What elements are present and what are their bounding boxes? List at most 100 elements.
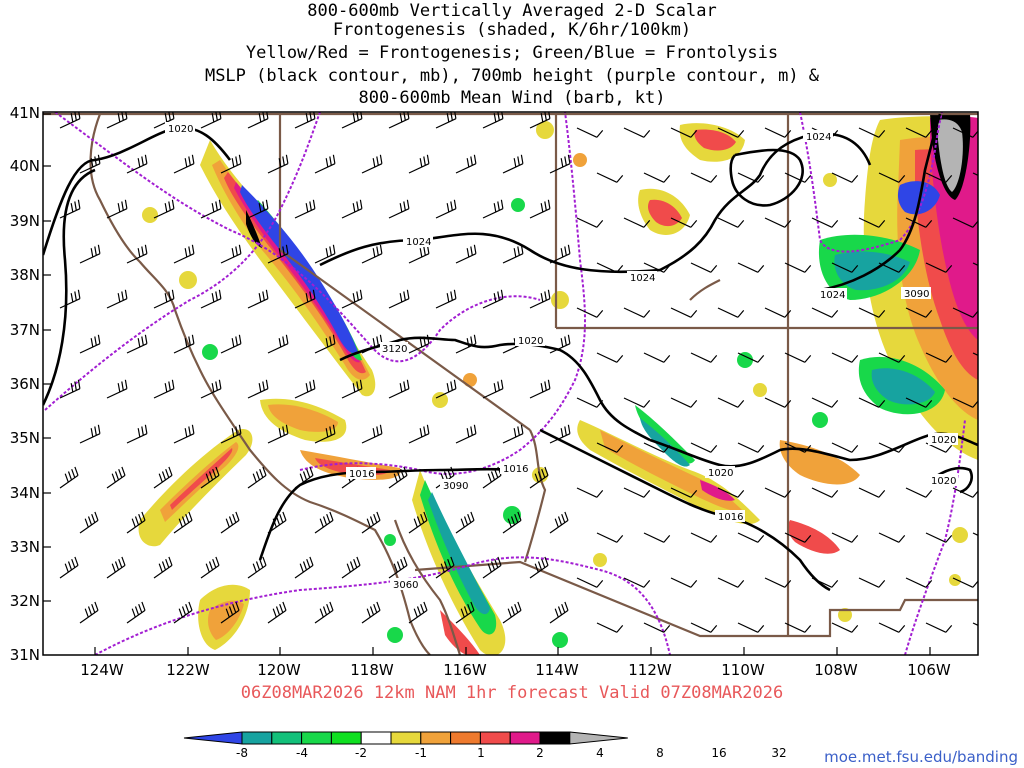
wind-barb — [576, 397, 604, 408]
colorbar-segment — [301, 731, 332, 745]
wind-barb — [59, 466, 79, 489]
wind-barb — [314, 244, 336, 264]
fgen-cell — [142, 207, 158, 223]
wind-barb — [905, 577, 933, 588]
ca-coast — [89, 113, 431, 655]
wind-barb — [153, 556, 173, 579]
wind-barb — [643, 262, 671, 273]
wind-barb — [643, 442, 671, 453]
lat-label: 35N — [9, 429, 40, 447]
wind-barb — [294, 199, 316, 219]
wind-barb — [784, 352, 812, 363]
wind-barb — [905, 127, 933, 138]
wind-barb — [529, 112, 551, 129]
wind-barb — [925, 352, 953, 363]
wind-barb — [435, 289, 457, 309]
wind-barb — [294, 379, 316, 399]
wind-barb — [482, 466, 502, 489]
wind-barb — [455, 424, 477, 444]
title-line-3: Yellow/Red = Frontogenesis; Green/Blue =… — [245, 43, 779, 63]
wind-barb — [831, 352, 859, 363]
wind-barb — [79, 511, 99, 534]
wind-barb — [153, 289, 175, 309]
wind-barb — [623, 487, 651, 498]
title-line-1: 800-600mb Vertically Averaged 2-D Scalar — [307, 1, 717, 21]
mslp-label: 1020 — [708, 468, 733, 479]
wind-barb — [388, 112, 410, 129]
wind-barb — [388, 466, 408, 489]
wind-barb — [126, 601, 146, 624]
wind-barb — [388, 199, 410, 219]
wind-barb — [455, 511, 475, 534]
fgen-band-nm-red — [787, 520, 840, 554]
lat-label: 33N — [9, 538, 40, 556]
fgen-band-mojave-orange — [268, 404, 338, 432]
wind-barb — [173, 154, 195, 174]
colorbar-label: -4 — [296, 746, 308, 760]
wind-barb — [737, 442, 765, 453]
wind-barb — [106, 112, 128, 129]
colorbar-segment — [330, 731, 362, 745]
lat-label: 37N — [9, 321, 40, 339]
colorbar-label: 16 — [711, 746, 727, 760]
wind-barb — [784, 622, 812, 633]
wind-barb — [126, 424, 148, 444]
lat-label: 40N — [9, 157, 40, 175]
wind-barb — [126, 334, 148, 354]
wind-barb — [173, 424, 195, 444]
wind-barb — [435, 199, 457, 219]
wind-barb — [126, 244, 148, 264]
wind-barb — [764, 397, 792, 408]
colorbar-label: 32 — [771, 746, 787, 760]
wind-barb — [596, 352, 624, 363]
mslp-1024-west — [43, 168, 96, 406]
wind-barb — [576, 217, 604, 228]
wind-barb — [200, 289, 222, 309]
wind-barb — [717, 307, 745, 318]
colorbar-segment — [390, 731, 422, 745]
wind-barb — [294, 112, 316, 129]
wind-barb — [549, 334, 571, 354]
plot-frame — [42, 111, 979, 656]
ca-nv-border — [278, 114, 531, 431]
wind-barb — [200, 112, 222, 129]
wind-barb — [153, 379, 175, 399]
wind-barb — [811, 577, 839, 588]
wind-barb — [173, 244, 195, 264]
wind-barb — [435, 112, 457, 129]
wind-barb — [905, 217, 933, 228]
height-label: 3060 — [393, 580, 418, 591]
wind-barb — [972, 532, 978, 536]
wind-barb — [643, 532, 671, 543]
lon-label: 114W — [535, 661, 579, 679]
fgen-cell — [536, 121, 554, 139]
wind-barb — [361, 334, 383, 354]
wind-barb — [361, 601, 381, 624]
wind-barb — [764, 577, 792, 588]
wind-barb — [623, 307, 651, 318]
fgen-cell — [387, 627, 403, 643]
wind-barb — [831, 622, 859, 633]
wind-barb — [247, 112, 269, 129]
wind-barb — [576, 307, 604, 318]
wind-barb — [153, 199, 175, 219]
wind-barb — [502, 424, 524, 444]
wind-barb — [576, 127, 604, 138]
wind-barb — [925, 622, 953, 633]
wind-barb — [717, 127, 745, 138]
contour-labels: 1020 1024 1024 1024 1024 1020 1020 1020 … — [165, 122, 958, 591]
mslp-label: 1016 — [503, 464, 528, 475]
colorbar-segment — [360, 731, 392, 745]
wind-barb — [764, 307, 792, 318]
wind-barb — [79, 334, 101, 354]
wind-barb — [314, 424, 336, 444]
wind-barb — [549, 154, 571, 174]
wind-barb — [784, 442, 812, 453]
wind-barb — [811, 487, 839, 498]
wind-barb — [878, 172, 906, 183]
colorbar — [183, 731, 628, 745]
wind-barb — [502, 244, 524, 264]
wind-barb — [529, 379, 551, 399]
mslp-label: 1020 — [518, 336, 543, 347]
